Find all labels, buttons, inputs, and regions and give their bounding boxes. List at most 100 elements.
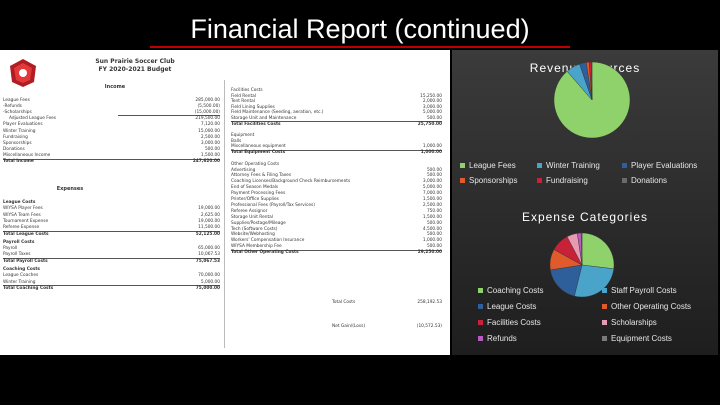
expense-legend-item: Refunds bbox=[478, 334, 517, 343]
legend-swatch bbox=[478, 288, 483, 294]
budget-row-label: Field Maintenance (Seeding, aeration, et… bbox=[231, 110, 324, 116]
block-header: Equipment bbox=[231, 133, 255, 139]
budget-row-value: 15,000.00 bbox=[198, 128, 220, 134]
net-gain-label: Net Gain/(Loss) bbox=[332, 324, 366, 329]
budget-row-label: Balls bbox=[231, 138, 242, 144]
legend-label: Staff Payroll Costs bbox=[611, 286, 677, 295]
legend-label: Equipment Costs bbox=[611, 334, 672, 343]
budget-row-label: Workers' Compensation Insurance bbox=[231, 238, 305, 244]
legend-label: Sponsorships bbox=[469, 176, 518, 185]
row-separator bbox=[231, 249, 442, 251]
budget-row-value: 4,500.00 bbox=[422, 226, 442, 232]
budget-row-label: Supplies/Postage/Mileage bbox=[231, 220, 286, 226]
legend-swatch bbox=[478, 304, 483, 310]
legend-label: Other Operating Costs bbox=[611, 302, 692, 311]
row-separator bbox=[231, 121, 442, 123]
legend-label: Fundraising bbox=[546, 176, 588, 185]
budget-row-value: 2,500.00 bbox=[200, 134, 220, 140]
budget-row-value: 29,250.00 bbox=[417, 250, 442, 256]
block-header: Facilities Costs bbox=[231, 88, 263, 93]
budget-row-value: 70,000.00 bbox=[198, 273, 220, 279]
charts-panel: Revenue Sources Expense Categories Leagu… bbox=[452, 50, 718, 355]
block-header: Payroll Costs bbox=[3, 239, 35, 245]
legend-label: Player Evaluations bbox=[631, 161, 698, 170]
legend-label: League Fees bbox=[469, 161, 516, 170]
block-header: Coaching Costs bbox=[3, 267, 40, 272]
budget-row-value: 500.00 bbox=[426, 232, 442, 238]
budget-row-value: 3,000.00 bbox=[422, 179, 442, 185]
revenue-legend-item: Player Evaluations bbox=[622, 161, 697, 170]
budget-row-label: League Fees bbox=[3, 98, 30, 103]
budget-row-value: 10,067.53 bbox=[198, 252, 220, 258]
budget-row-value: 19,000.00 bbox=[198, 206, 220, 212]
legend-swatch bbox=[602, 288, 607, 294]
revenue-legend-item: Winter Training bbox=[537, 161, 600, 170]
budget-row-label: WIYSA Player Fees bbox=[3, 206, 43, 212]
legend-swatch bbox=[602, 304, 607, 310]
row-separator bbox=[231, 149, 442, 151]
budget-row-value: 750.00 bbox=[426, 208, 442, 214]
budget-row-label: Miscellaneous equipment bbox=[231, 144, 286, 150]
budget-row-label: Tent Rental bbox=[231, 99, 255, 105]
budget-row-value: 75,000.00 bbox=[195, 285, 220, 291]
budget-row-label: Payment Processing Fees bbox=[231, 191, 286, 197]
budget-title: FY 2020-2021 Budget bbox=[98, 66, 172, 73]
budget-row-label: Field Rental bbox=[231, 93, 256, 99]
expense-chart-title: Expense Categories bbox=[521, 210, 649, 224]
budget-row-value: 11,500.00 bbox=[198, 225, 220, 231]
revenue-pie-chart bbox=[549, 61, 631, 298]
budget-spreadsheet: Sun Prairie Soccer Club FY 2020-2021 Bud… bbox=[0, 50, 450, 355]
club-name: Sun Prairie Soccer Club bbox=[95, 58, 175, 65]
row-separator bbox=[3, 231, 220, 232]
budget-row-label: WIYSA Team Fees bbox=[3, 212, 41, 218]
budget-row-value: 2,500.00 bbox=[422, 202, 442, 208]
budget-row-value: 500.00 bbox=[426, 116, 442, 121]
budget-row-label: Printer/Office Supplies bbox=[231, 197, 279, 202]
budget-row-value: 247,620.00 bbox=[192, 159, 220, 164]
budget-row-value: 5,000.00 bbox=[200, 279, 220, 285]
legend-swatch bbox=[602, 336, 607, 342]
legend-label: Winter Training bbox=[546, 161, 600, 170]
expense-slice-coaching-costs bbox=[581, 232, 615, 270]
legend-swatch bbox=[537, 163, 542, 169]
revenue-legend-item: League Fees bbox=[460, 161, 516, 170]
expense-legend-item: League Costs bbox=[478, 302, 536, 311]
revenue-legend-item: Sponsorships bbox=[460, 176, 517, 185]
income-total-label: Total Income bbox=[3, 159, 34, 164]
title-bar bbox=[0, 0, 720, 50]
budget-row-value: 5,000.00 bbox=[422, 110, 442, 116]
block-header: League Costs bbox=[3, 200, 36, 205]
budget-row-value: 7,120.00 bbox=[200, 122, 220, 128]
legend-swatch bbox=[478, 336, 483, 342]
budget-row-label: Payroll Taxes bbox=[3, 252, 31, 258]
budget-row-label: Attorney Fees & Filing Taxes bbox=[231, 173, 292, 179]
budget-row-value: 2,000.00 bbox=[422, 99, 442, 105]
budget-row-label: -Scholarships bbox=[3, 110, 32, 116]
revenue-legend-item: Fundraising bbox=[537, 176, 588, 185]
legend-label: Scholarships bbox=[611, 318, 657, 327]
budget-row-value: 500.00 bbox=[426, 173, 442, 179]
budget-row-value: 219,500.00 bbox=[195, 116, 220, 122]
club-logo bbox=[10, 59, 36, 87]
budget-row-value: 500.00 bbox=[204, 146, 220, 152]
budget-row-label: Donations bbox=[3, 146, 25, 152]
budget-row-value: (5,500.00) bbox=[197, 104, 221, 110]
expense-legend-item: Scholarships bbox=[602, 318, 657, 327]
block-total-label: Total Other Operating Costs bbox=[231, 250, 299, 256]
expense-legend-item: Staff Payroll Costs bbox=[602, 286, 677, 295]
budget-row-label: Fundraising bbox=[3, 134, 28, 140]
legend-swatch bbox=[460, 163, 465, 169]
legend-label: Coaching Costs bbox=[487, 286, 544, 295]
budget-row-value: 1,000.00 bbox=[422, 144, 442, 150]
budget-row-label: WIYSA Membership Fee bbox=[231, 244, 282, 250]
budget-row-label: Field Lining Supplies bbox=[231, 104, 275, 110]
budget-row-label: Sponsorships bbox=[3, 140, 32, 146]
row-separator bbox=[3, 258, 220, 260]
budget-row-value: (10,572.53) bbox=[416, 324, 442, 329]
budget-row-value: (15,000.00) bbox=[194, 110, 220, 116]
budget-row-label: Tech (Software Costs) bbox=[231, 226, 278, 232]
budget-row-value: 1,000.00 bbox=[420, 150, 442, 155]
expense-legend-item: Coaching Costs bbox=[478, 286, 543, 295]
budget-row-label: Winter Training bbox=[3, 128, 36, 134]
block-total-label: Total League Costs bbox=[3, 231, 49, 237]
